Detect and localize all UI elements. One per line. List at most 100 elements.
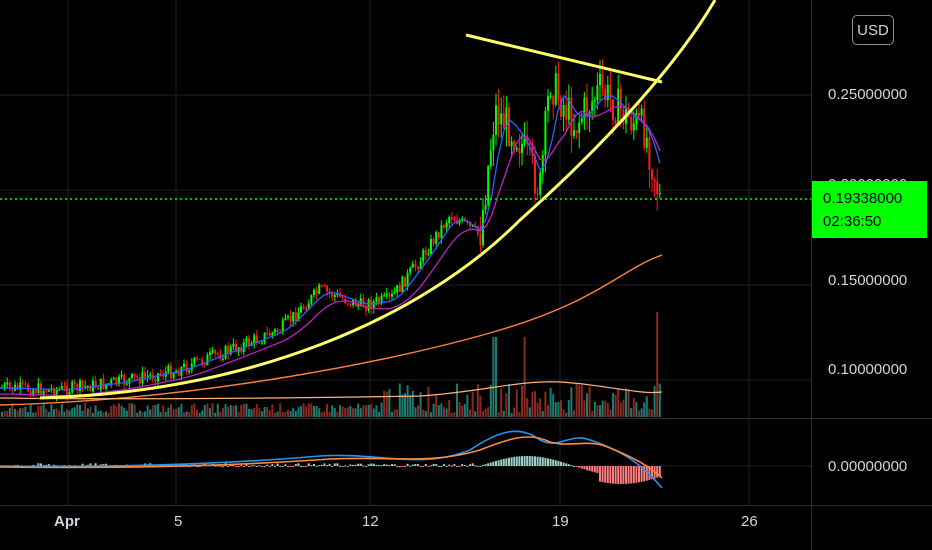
candle-body — [253, 335, 256, 343]
volume-bar — [515, 389, 518, 417]
volume-bar — [300, 405, 302, 417]
volume-bar — [560, 400, 562, 417]
macd-histogram-bar — [297, 463, 300, 466]
macd-histogram-bar — [471, 463, 474, 466]
volume-bar — [209, 408, 211, 417]
candle-body — [177, 370, 180, 377]
volume-bar — [398, 383, 401, 417]
macd-histogram-bar — [222, 466, 224, 468]
volume-bar — [60, 404, 63, 417]
macd-histogram-bar — [331, 466, 334, 467]
volume-bar — [448, 400, 451, 417]
volume-bar — [320, 412, 323, 417]
volume-bar — [575, 383, 578, 417]
volume-bar — [107, 412, 110, 417]
macd-histogram-bar — [250, 465, 253, 467]
macd-histogram-bar — [284, 464, 287, 466]
volume-bar — [206, 403, 209, 417]
macd-histogram-bar — [341, 466, 344, 467]
volume-bar — [497, 412, 500, 417]
currency-button[interactable]: USD — [852, 15, 894, 45]
volume-bar — [198, 412, 201, 417]
candle-body — [528, 143, 531, 145]
candle-body — [276, 329, 279, 332]
volume-bar — [279, 403, 282, 417]
candle-body — [302, 306, 305, 309]
volume-bar — [599, 405, 601, 417]
candle-body — [565, 104, 568, 120]
candle-body — [318, 285, 321, 294]
volume-bar — [479, 395, 482, 417]
macd-histogram-bar — [339, 465, 341, 467]
macd-histogram-bar — [357, 463, 360, 466]
volume-bar — [185, 411, 188, 417]
candle-body — [224, 345, 227, 359]
macd-histogram-bar — [575, 466, 578, 467]
candle-body — [658, 193, 661, 195]
candle-body — [141, 372, 144, 384]
macd-histogram-bar — [588, 466, 591, 471]
volume-bar — [190, 404, 193, 417]
candle-body — [190, 363, 193, 371]
candle-body — [398, 285, 401, 293]
volume-bar — [549, 387, 552, 417]
candle-body — [112, 377, 115, 380]
volume-bar — [310, 403, 313, 417]
candle-body — [136, 376, 139, 378]
volume-bar — [289, 411, 292, 417]
candle-body — [227, 345, 230, 354]
x-tick-label: 26 — [741, 513, 758, 530]
volume-bar — [643, 402, 646, 417]
candle-body — [599, 73, 601, 86]
candle-body — [497, 105, 500, 125]
macd-histogram-bar — [625, 466, 627, 484]
macd-histogram-bar — [526, 456, 529, 466]
volume-bar — [331, 405, 334, 417]
candle-body — [248, 338, 250, 346]
volume-bar — [346, 407, 349, 417]
trendlines — [39, 0, 717, 400]
fast-moving-average-line — [0, 94, 661, 391]
macd-histogram-bar — [380, 465, 383, 467]
volume-bar — [474, 411, 477, 417]
macd-histogram-bar — [40, 463, 42, 466]
macd-histogram-bar — [638, 466, 640, 483]
macd-histogram-bar — [544, 457, 547, 466]
candle-body — [583, 97, 586, 119]
candle-body — [349, 303, 352, 305]
volume-bar — [203, 404, 206, 417]
volume-bar — [401, 394, 404, 417]
y-tick-label: 0.10000000 — [828, 361, 908, 378]
chart-grid — [0, 0, 811, 505]
candle-body — [63, 386, 66, 388]
volume-bar — [250, 409, 253, 417]
candle-body — [201, 359, 204, 365]
macd-histogram-bar — [320, 464, 323, 466]
volume-bar — [505, 393, 508, 417]
macd-histogram-bar — [240, 465, 243, 467]
volume-bar — [144, 411, 146, 417]
macd-histogram-bar — [411, 464, 414, 466]
candle-body — [573, 130, 575, 136]
candle-body — [138, 377, 141, 384]
candle-body — [86, 385, 89, 387]
resistance-trendline — [465, 33, 663, 84]
macd-histogram-bar — [565, 463, 568, 466]
volume-bar — [125, 410, 128, 417]
candle-body — [27, 384, 29, 392]
volume-bar — [1, 411, 3, 417]
volume-bar — [406, 385, 409, 417]
volume-bar — [656, 312, 659, 417]
macd-histogram-bar — [245, 464, 248, 466]
volume-bar — [120, 405, 123, 417]
volume-bar — [339, 405, 341, 417]
candle-body — [622, 109, 625, 124]
macd-histogram-bar — [315, 465, 318, 467]
volume-bar — [469, 409, 471, 417]
candle-body — [6, 382, 9, 385]
volume-bar — [450, 412, 453, 417]
candle-body — [513, 141, 516, 150]
volume-bar — [528, 407, 531, 417]
candle-body — [484, 204, 487, 211]
